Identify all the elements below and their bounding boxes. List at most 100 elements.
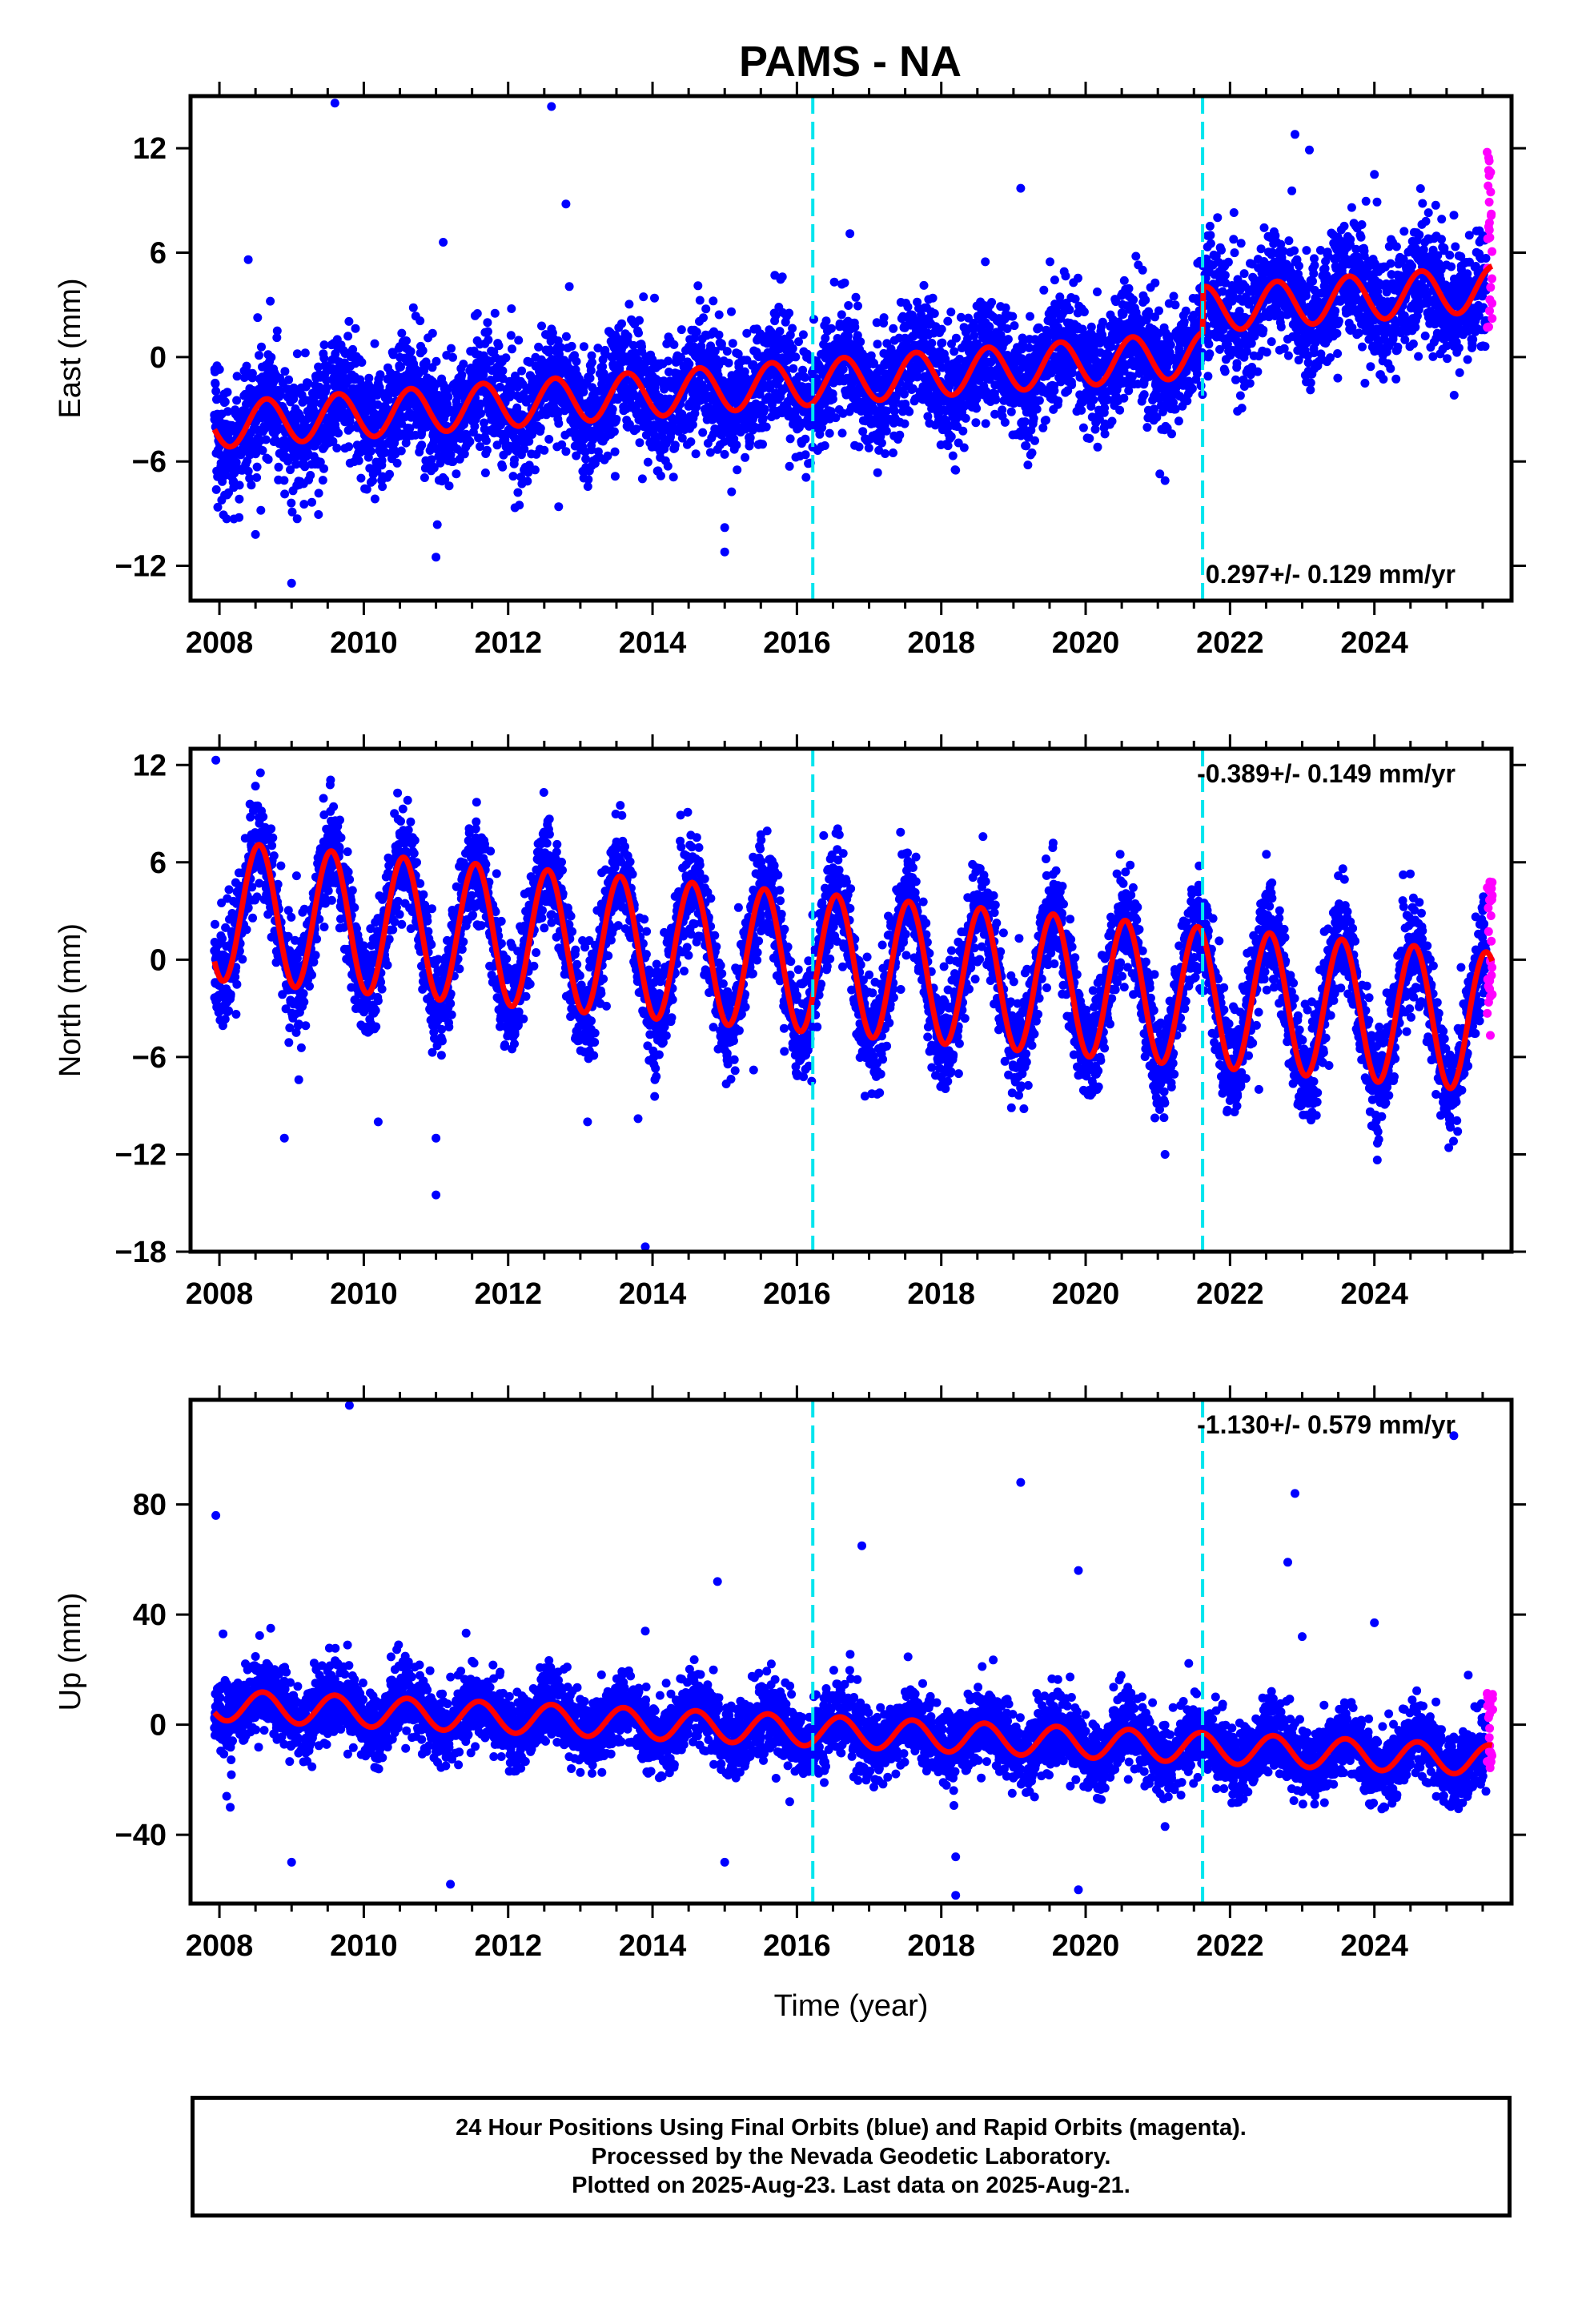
data-point: [785, 434, 795, 444]
data-point: [274, 462, 283, 472]
data-point: [420, 473, 429, 482]
data-point: [492, 440, 502, 450]
data-point: [692, 328, 701, 337]
data-point: [1107, 416, 1117, 426]
data-point: [1253, 367, 1263, 376]
data-point: [253, 313, 263, 323]
data-point: [459, 360, 468, 369]
data-point: [938, 338, 947, 348]
data-point: [310, 398, 319, 408]
data-point: [635, 316, 644, 325]
data-point: [693, 281, 703, 291]
data-point: [319, 353, 329, 363]
data-point: [1074, 273, 1082, 283]
data-point: [1106, 342, 1116, 352]
data-point: [476, 408, 485, 418]
data-point: [388, 350, 398, 360]
data-point: [536, 424, 545, 433]
data-point: [292, 514, 302, 524]
data-point: [1169, 292, 1178, 301]
data-point: [760, 404, 769, 414]
data-point: [1042, 416, 1050, 425]
data-point: [840, 278, 849, 287]
data-point: [242, 361, 251, 371]
data-point: [1029, 413, 1038, 423]
data-point: [1223, 257, 1233, 267]
data-point: [392, 458, 402, 468]
data-point: [457, 370, 467, 380]
data-point: [581, 454, 591, 464]
data-point: [508, 472, 518, 481]
data-point: [377, 456, 387, 465]
data-point: [319, 464, 328, 473]
data-point: [584, 475, 593, 485]
data-point: [881, 426, 891, 436]
data-point: [556, 343, 565, 352]
data-point: [220, 397, 230, 407]
data-point: [520, 444, 529, 454]
data-point: [1089, 395, 1098, 404]
data-point: [1129, 295, 1138, 304]
data-point: [664, 356, 673, 366]
data-point: [561, 447, 571, 456]
data-point: [610, 447, 620, 456]
data-point: [480, 468, 490, 477]
data-point: [946, 308, 956, 317]
data-point: [970, 332, 979, 340]
data-point: [632, 424, 641, 434]
data-point: [383, 395, 393, 404]
data-point: [287, 498, 296, 508]
data-point: [397, 328, 407, 338]
data-point: [761, 422, 771, 432]
data-point: [232, 372, 242, 381]
data-point: [513, 488, 523, 497]
data-point: [534, 342, 544, 352]
data-point: [587, 351, 596, 360]
data-point: [598, 362, 608, 372]
data-point: [223, 388, 232, 397]
data-point: [987, 298, 997, 307]
data-point: [417, 440, 427, 450]
data-point: [579, 342, 588, 352]
data-point: [211, 387, 221, 396]
data-point: [1229, 208, 1239, 217]
data-point: [472, 309, 482, 318]
data-point: [211, 379, 220, 388]
data-point: [971, 418, 981, 428]
data-point: [245, 473, 255, 483]
data-point: [669, 472, 678, 482]
data-point: [1203, 372, 1213, 381]
data-point: [1010, 321, 1019, 331]
data-point: [1259, 325, 1268, 335]
data-point: [635, 438, 644, 448]
data-point: [677, 325, 686, 335]
data-point: [506, 387, 515, 396]
data-point: [961, 413, 970, 423]
data-point: [319, 340, 329, 350]
data-point: [448, 352, 457, 362]
data-point: [1085, 434, 1094, 443]
data-point: [900, 389, 909, 399]
data-point: [1065, 305, 1074, 315]
data-point: [328, 436, 338, 446]
data-point: [695, 296, 705, 305]
data-point: [1054, 396, 1063, 406]
data-point: [1167, 429, 1176, 439]
data-point: [537, 321, 546, 331]
data-point: [1204, 340, 1214, 349]
data-point: [215, 364, 224, 374]
data-point: [959, 443, 969, 452]
data-point: [498, 366, 508, 376]
data-point: [879, 313, 889, 323]
data-point: [1119, 275, 1129, 285]
data-point: [444, 481, 454, 491]
data-point: [637, 474, 647, 484]
data-point: [553, 407, 563, 416]
data-point: [1093, 442, 1102, 452]
final-orbit-points: [210, 99, 1491, 588]
data-point: [351, 324, 360, 333]
data-point: [280, 489, 290, 499]
data-point: [484, 335, 493, 344]
data-point: [586, 366, 596, 376]
data-point: [416, 316, 425, 326]
